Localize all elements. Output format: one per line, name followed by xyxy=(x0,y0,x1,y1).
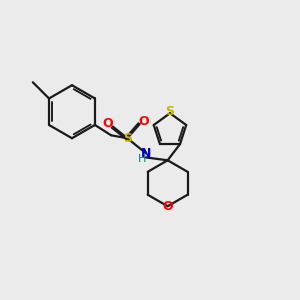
Text: O: O xyxy=(162,200,173,213)
Text: S: S xyxy=(166,105,175,118)
Text: S: S xyxy=(123,132,132,145)
Text: O: O xyxy=(102,117,112,130)
Text: N: N xyxy=(141,147,151,160)
Text: O: O xyxy=(139,115,149,128)
Text: H: H xyxy=(138,154,146,164)
